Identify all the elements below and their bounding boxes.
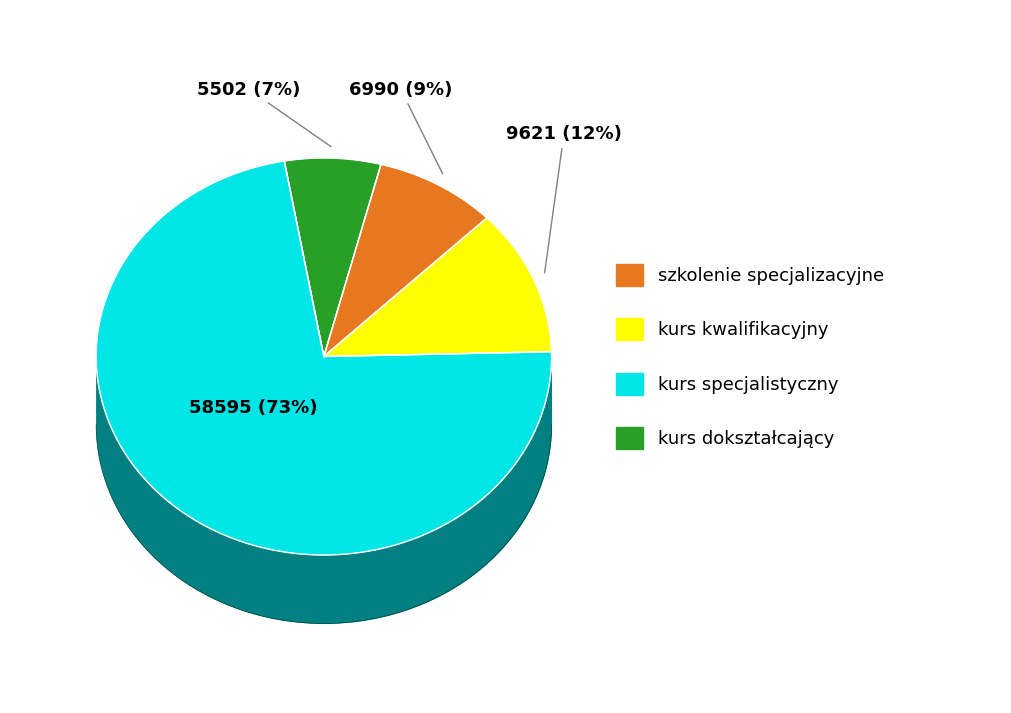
Polygon shape (96, 161, 551, 555)
Text: 6990 (9%): 6990 (9%) (349, 81, 452, 174)
Polygon shape (96, 357, 551, 623)
Text: 58595 (73%): 58595 (73%) (189, 399, 316, 417)
Polygon shape (324, 165, 486, 356)
Polygon shape (284, 158, 380, 356)
Text: 9621 (12%): 9621 (12%) (506, 125, 622, 273)
Text: 5502 (7%): 5502 (7%) (197, 81, 331, 147)
Polygon shape (324, 218, 551, 356)
Legend: szkolenie specjalizacyjne, kurs kwalifikacyjny, kurs specjalistyczny, kurs doksz: szkolenie specjalizacyjne, kurs kwalifik… (616, 264, 883, 449)
